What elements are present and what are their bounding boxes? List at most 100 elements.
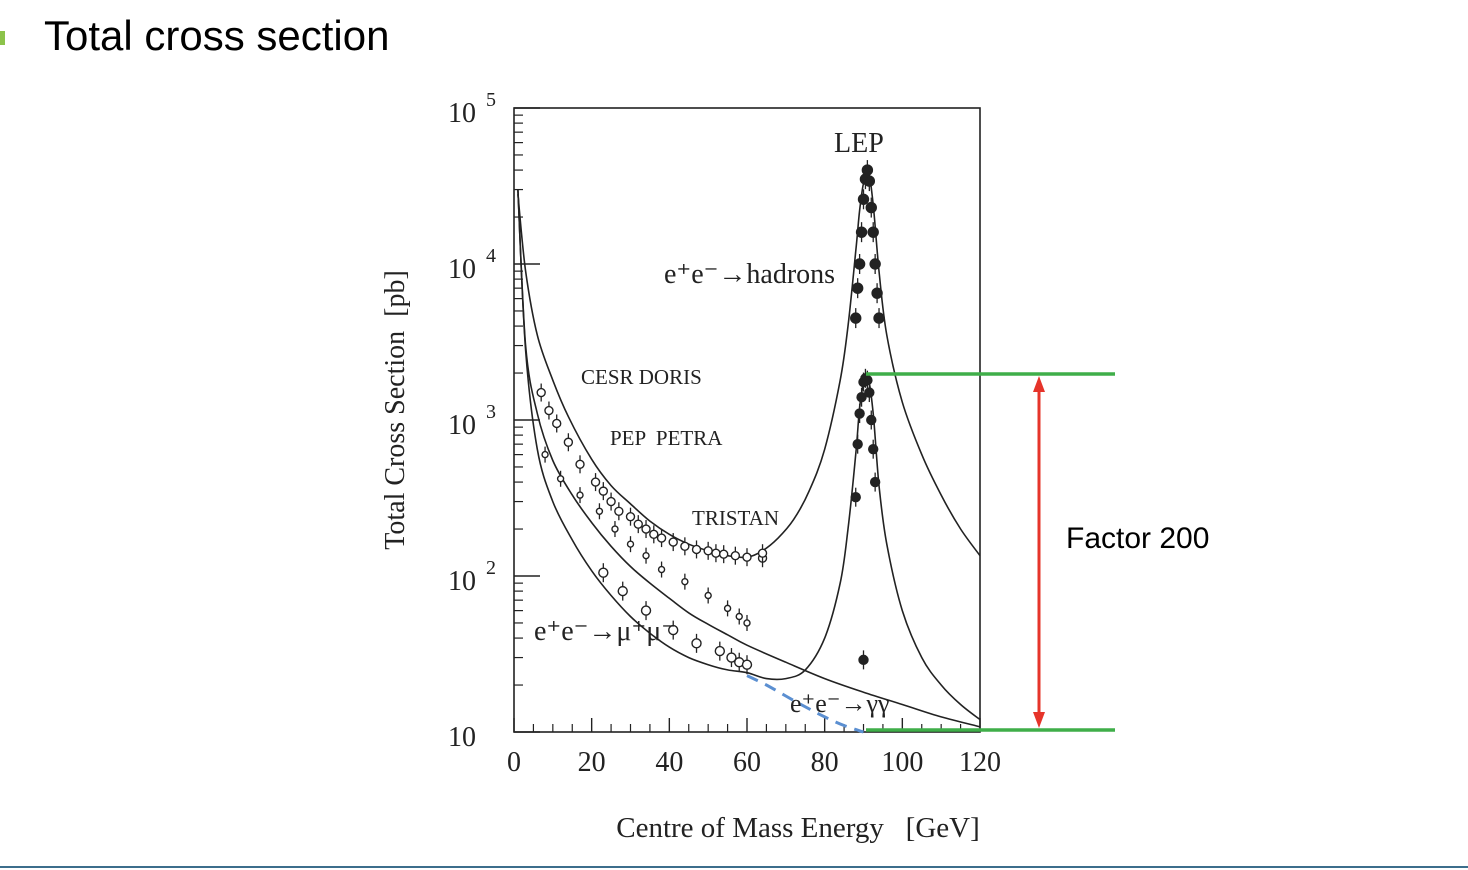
mumu-point: [556, 475, 565, 483]
y-tick-label: 10: [448, 410, 476, 441]
lep-hadron-point: [867, 226, 879, 238]
lep-mumu-point: [869, 476, 881, 488]
mumu-tail-point: [691, 638, 702, 649]
mumu-tail-point: [598, 567, 609, 578]
bottom-rule: [0, 866, 1468, 868]
hadron-point: [703, 546, 713, 556]
y-tick-label: 10: [448, 98, 476, 129]
mumu-tail-point: [714, 645, 726, 657]
hadron-point: [598, 486, 609, 496]
lep-mumu-point: [864, 387, 875, 398]
lep-hadron-point: [873, 312, 885, 324]
gammagamma-label: e⁺e⁻→γγ: [790, 689, 890, 718]
lep-mumu-point: [852, 438, 863, 450]
mumu-tail-point: [741, 659, 753, 670]
pep-petra-label: PEP PETRA: [610, 426, 723, 450]
hadrons-label: e⁺e⁻→hadrons: [664, 259, 835, 290]
lep-hadron-point: [861, 164, 874, 176]
lep-hadron-point: [853, 258, 866, 270]
mumu-point: [735, 612, 743, 621]
hadron-point: [711, 548, 721, 558]
lep-hadron-point: [871, 287, 883, 299]
x-axis-label: Centre of Mass Energy [GeV]: [616, 812, 979, 844]
measured-points: [536, 160, 885, 675]
hadron-point: [633, 519, 643, 529]
hadron-point: [536, 387, 546, 398]
hadron-point: [590, 477, 601, 487]
mumu-point: [595, 507, 604, 515]
hadron-point: [691, 544, 702, 555]
mumu-point: [704, 591, 712, 600]
lep-hadron-point: [855, 226, 868, 238]
lep-hadron-point: [850, 312, 862, 324]
hadron-point: [575, 459, 585, 470]
hadron-point: [668, 537, 678, 547]
y-tick-exponent: 2: [486, 557, 496, 579]
tristan-label: TRISTAN: [692, 506, 779, 530]
hadron-point: [649, 529, 659, 540]
hadron-point: [552, 418, 562, 429]
mumu-point: [642, 551, 650, 560]
lep-hadron-point: [863, 175, 876, 187]
lep-mumu-point: [856, 392, 867, 403]
y-axis-ticks: 10 5 10 4 10 3 10 2 10: [448, 89, 540, 753]
factor-arrow-head-up: [1033, 376, 1045, 392]
x-tick-label: 100: [881, 747, 923, 778]
x-tick-label: 80: [811, 747, 839, 778]
lep-mumu-point: [858, 654, 869, 666]
hadron-point: [757, 548, 768, 558]
hadron-point: [742, 552, 752, 562]
mumu-tail-point: [640, 605, 652, 616]
curve-mumu: [517, 189, 981, 728]
y-tick-exponent: 3: [486, 401, 496, 423]
y-tick-exponent: 5: [486, 89, 496, 111]
factor-arrow-head-down: [1033, 712, 1045, 728]
mumu-point: [657, 565, 666, 574]
curve-hadrons: [517, 168, 981, 559]
y-tick-label: 10: [448, 722, 476, 753]
x-tick-label: 60: [733, 747, 761, 778]
hadron-point: [544, 405, 554, 416]
x-tick-label: 40: [655, 747, 683, 778]
hadron-point: [606, 496, 616, 507]
mumu-point: [576, 491, 584, 499]
lep-hadron-point: [851, 282, 864, 294]
mumu-label: e⁺e⁻→μ⁺μ⁻: [534, 616, 676, 647]
minor-ticks: [514, 114, 962, 732]
y-tick-label: 10: [448, 566, 476, 597]
lep-mumu-point: [866, 414, 877, 426]
lep-mumu-point: [854, 408, 865, 419]
cesr-doris-label: CESR DORIS: [581, 365, 702, 389]
hadron-point: [625, 511, 636, 522]
lep-mumu-point: [862, 374, 873, 386]
lep-hadron-point: [857, 193, 870, 205]
lep-mumu-point: [868, 443, 879, 455]
hadron-point: [730, 550, 741, 561]
hadron-point: [563, 437, 574, 447]
page-title: Total cross section: [44, 12, 390, 59]
hadron-point: [614, 506, 624, 516]
hadron-point: [680, 541, 690, 552]
x-tick-label: 20: [578, 747, 606, 778]
curve-mumu_peak: [517, 189, 981, 721]
x-tick-label: 0: [507, 747, 521, 778]
lep-hadron-point: [865, 201, 877, 214]
mumu-point: [541, 450, 549, 459]
mumu-point: [626, 540, 635, 548]
lep-mumu-point: [850, 491, 861, 503]
y-tick-label: 10: [448, 254, 476, 285]
hadron-point: [641, 524, 651, 534]
hadron-point: [656, 533, 667, 543]
y-tick-exponent: 4: [486, 245, 496, 267]
mumu-tail-point: [668, 624, 679, 636]
theory-curves: [517, 168, 981, 734]
factor-annotation: Factor 200: [1066, 522, 1209, 555]
mumu-point: [723, 604, 732, 613]
mumu-point: [681, 577, 689, 586]
mumu-tail-point: [726, 652, 737, 663]
title-bullet: [0, 31, 5, 45]
hadron-point: [719, 549, 729, 559]
mumu-tail-point: [617, 585, 628, 597]
x-axis-ticks: 0 20 40 60 80 100 120: [507, 718, 1001, 778]
